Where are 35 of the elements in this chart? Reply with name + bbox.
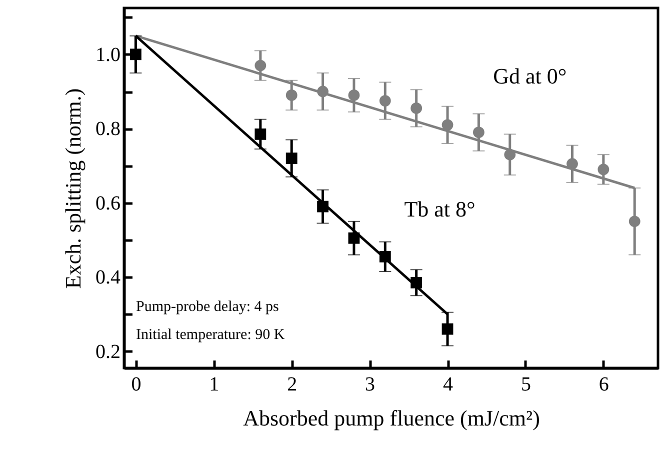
point xyxy=(286,90,298,101)
annotation: Pump-probe delay: 4 ps xyxy=(136,299,280,315)
y-tick-label: 0.6 xyxy=(96,192,120,214)
point xyxy=(410,102,422,114)
x-tick-label: 1 xyxy=(209,374,220,396)
point xyxy=(410,276,422,288)
point xyxy=(379,250,391,262)
series-label: Gd at 0° xyxy=(493,64,567,89)
y-tick-label: 0.2 xyxy=(96,340,120,363)
point xyxy=(286,152,298,164)
y-tick-label: 0.8 xyxy=(96,118,120,140)
annotation: Initial temperature: 90 K xyxy=(136,327,285,343)
point xyxy=(442,119,454,131)
series-label: Tb at 8° xyxy=(404,196,476,222)
y-tick-label: 0.4 xyxy=(96,266,120,289)
point xyxy=(348,90,360,101)
point xyxy=(254,60,266,72)
point xyxy=(348,232,360,244)
x-tick-label: 5 xyxy=(520,374,531,396)
y-axis-title: Exch. splitting (norm.) xyxy=(60,88,86,289)
x-tick-label: 6 xyxy=(598,374,609,396)
x-tick-label: 0 xyxy=(131,374,142,396)
x-axis-title: Absorbed pump fluence (mJ/cm²) xyxy=(243,406,540,430)
point xyxy=(442,323,454,335)
x-tick-label: 2 xyxy=(287,374,298,396)
y-tick-label: 1.0 xyxy=(96,44,120,66)
x-tick-label: 4 xyxy=(443,374,454,396)
point xyxy=(598,164,610,176)
point xyxy=(379,95,391,106)
x-tick-label: 3 xyxy=(365,374,376,396)
point xyxy=(628,216,640,228)
point xyxy=(317,200,328,212)
point xyxy=(130,48,142,60)
point xyxy=(254,128,266,140)
point xyxy=(473,126,484,138)
